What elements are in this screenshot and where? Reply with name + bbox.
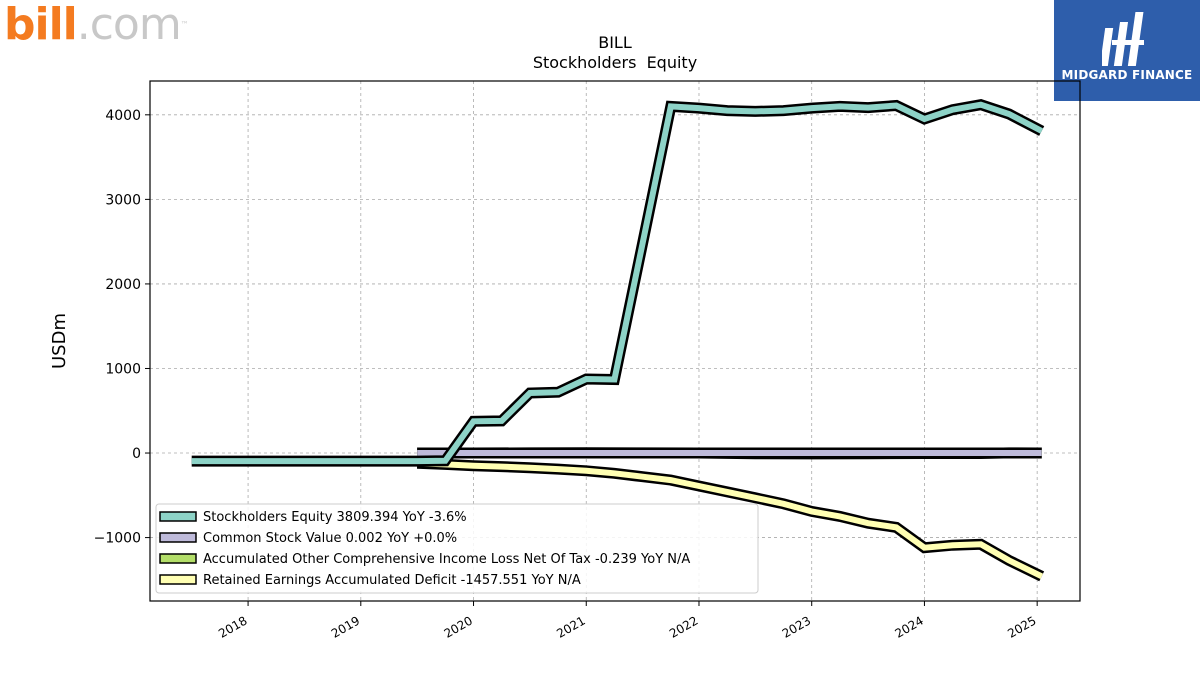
legend-label: Common Stock Value 0.002 YoY +0.0% (203, 531, 457, 546)
chart-title: BILL (598, 33, 632, 52)
series-line-outline (191, 99, 1045, 467)
series-line (191, 101, 1044, 465)
x-tick-label: 2018 (216, 613, 249, 640)
legend-swatch (159, 553, 197, 564)
midgard-finance-logo: MIDGARD FINANCE (1054, 0, 1200, 101)
bill-logo-tm: ™ (180, 20, 189, 29)
y-tick-label: 3000 (105, 192, 141, 208)
y-tick-label: 2000 (105, 277, 141, 293)
y-axis-label: USDm (49, 313, 70, 369)
plot-frame (149, 80, 1081, 602)
legend-label: Accumulated Other Comprehensive Income L… (203, 552, 690, 567)
y-tick-label: 4000 (105, 108, 141, 124)
midgard-emblem-icon (1102, 12, 1144, 66)
series-line (417, 460, 1044, 579)
x-tick-label: 2021 (554, 613, 587, 640)
bill-logo-part2: .com (76, 0, 182, 50)
legend-swatch (159, 532, 197, 543)
x-tick-label: 2022 (667, 613, 700, 640)
y-tick-label: 1000 (105, 361, 141, 377)
x-tick-label: 2020 (442, 613, 475, 640)
x-tick-label: 2024 (892, 613, 925, 640)
legend: Stockholders Equity 3809.394 YoY -3.6% Co… (155, 503, 759, 594)
y-tick-label: −1000 (94, 531, 141, 547)
legend-swatch (159, 511, 197, 522)
bill-logo-part1: bill (4, 0, 78, 50)
series-layer (191, 99, 1045, 582)
bill-logo: bill.com™ (4, 0, 189, 50)
legend-box (155, 503, 759, 594)
y-tick-label: 0 (132, 446, 141, 462)
midgard-finance-text: MIDGARD FINANCE (1061, 68, 1193, 82)
chart-subtitle: Stockholders Equity (533, 53, 697, 72)
x-tick-label: 2019 (329, 613, 362, 640)
x-tick-label: 2023 (780, 613, 813, 640)
legend-swatch (159, 574, 197, 585)
legend-label: Stockholders Equity 3809.394 YoY -3.6% (203, 510, 467, 525)
x-tick-label: 2025 (1005, 613, 1038, 640)
legend-label: Retained Earnings Accumulated Deficit -1… (203, 573, 581, 588)
